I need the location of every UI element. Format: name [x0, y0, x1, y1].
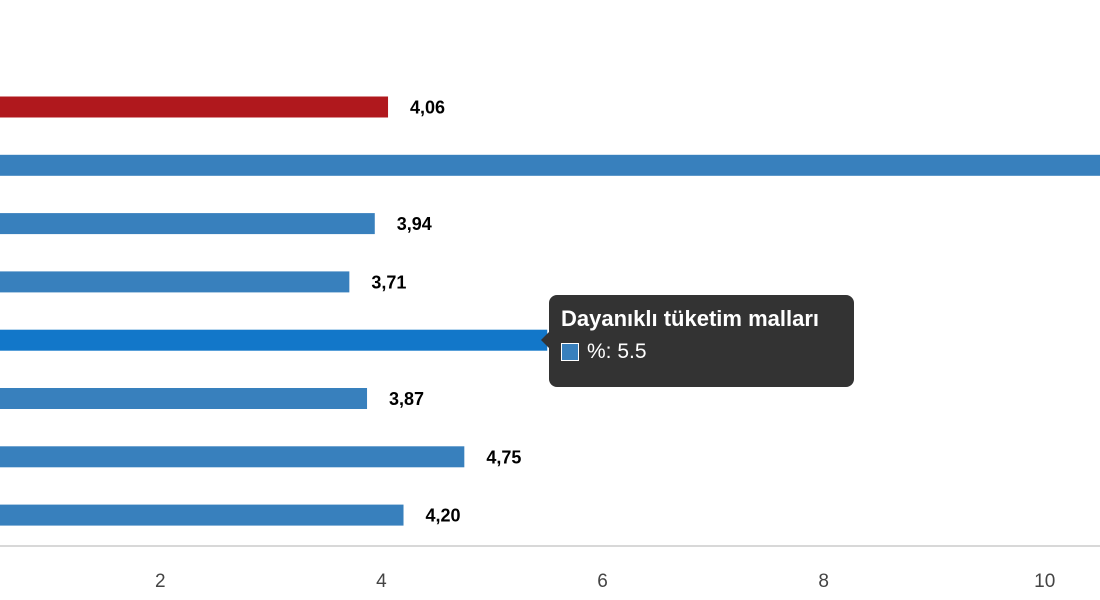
tooltip-series-swatch — [561, 343, 579, 361]
bar-value-label-7: 4,75 — [486, 447, 521, 467]
x-axis-ticks: 2 4 6 8 10 — [155, 571, 1055, 592]
bar-value-label-8: 4,20 — [426, 506, 461, 526]
tooltip-row: %: 5.5 — [561, 339, 842, 365]
bars-group — [0, 96, 1100, 526]
bar-value-label-1: 4,06 — [410, 98, 445, 118]
bar-7[interactable] — [0, 446, 465, 468]
x-tick-label-4: 4 — [376, 571, 387, 592]
x-tick-label-10: 10 — [1034, 571, 1055, 592]
bar-8[interactable] — [0, 504, 404, 526]
x-tick-label-8: 8 — [818, 571, 829, 592]
bar-4[interactable] — [0, 271, 350, 293]
bar-value-label-3: 3,94 — [397, 214, 432, 234]
x-tick-label-2: 2 — [155, 571, 166, 592]
bar-6[interactable] — [0, 388, 368, 409]
bar-value-label-6: 3,87 — [389, 389, 424, 409]
tooltip-value: %: 5.5 — [587, 340, 647, 363]
bar-value-label-4: 3,71 — [371, 272, 406, 292]
value-labels-group: 4,063,943,715,503,874,754,20 — [371, 98, 604, 526]
bar-5[interactable] — [0, 329, 548, 351]
x-tick-label-6: 6 — [597, 571, 608, 592]
tooltip-pointer — [541, 332, 549, 348]
chart-tooltip: Dayanıklı tüketim malları %: 5.5 — [541, 295, 854, 387]
bar-2[interactable] — [0, 154, 1100, 176]
bar-3[interactable] — [0, 213, 375, 235]
tooltip-title: Dayanıklı tüketim malları — [561, 306, 819, 331]
bar-1[interactable] — [0, 96, 389, 118]
